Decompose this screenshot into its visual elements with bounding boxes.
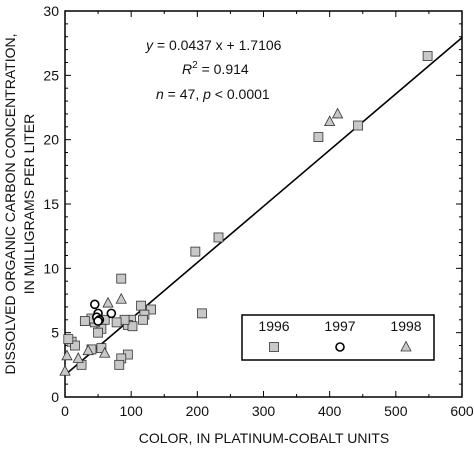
data-point-1996 bbox=[116, 273, 127, 284]
legend-label-1997: 1997 bbox=[324, 318, 355, 334]
data-point-1996 bbox=[190, 246, 201, 257]
data-point-1996 bbox=[138, 314, 148, 325]
data-point-1997 bbox=[89, 299, 100, 310]
data-point-1996 bbox=[146, 304, 156, 315]
x-tick-labels: 0 100 200 300 400 500 600 bbox=[61, 403, 474, 419]
y-tick-label: 30 bbox=[43, 3, 59, 19]
data-point-1996 bbox=[127, 321, 138, 332]
data-point-1996 bbox=[213, 232, 224, 243]
data-point-1998 bbox=[61, 349, 73, 361]
legend-label-1998: 1998 bbox=[390, 318, 421, 334]
data-point-1998 bbox=[324, 115, 336, 127]
y-tick-label: 25 bbox=[43, 67, 59, 83]
data-point-1998 bbox=[72, 352, 84, 363]
y-axis-label-line1: DISSOLVED ORGANIC CARBON CONCENTRATION, bbox=[2, 34, 18, 375]
data-point-1996 bbox=[422, 51, 433, 61]
legend-marker-1996 bbox=[269, 342, 279, 352]
data-point-1996 bbox=[114, 359, 125, 370]
data-point-1996 bbox=[197, 308, 207, 319]
x-tick-label: 500 bbox=[384, 403, 408, 419]
y-tick-label: 10 bbox=[43, 260, 59, 276]
x-tick-label: 600 bbox=[450, 403, 474, 419]
data-point-1996 bbox=[93, 327, 103, 338]
x-tick-label: 0 bbox=[61, 403, 69, 419]
data-point-1998 bbox=[99, 346, 111, 358]
data-point-1996 bbox=[96, 343, 107, 354]
data-point-1998 bbox=[82, 344, 94, 356]
y-tick-label: 15 bbox=[43, 196, 59, 212]
data-point-1998 bbox=[331, 107, 344, 119]
y-tick-labels: 0 5 10 15 20 25 30 bbox=[43, 3, 59, 405]
x-tick-label: 300 bbox=[252, 403, 276, 419]
data-point-1997 bbox=[106, 308, 117, 319]
data-point-1996 bbox=[353, 120, 364, 131]
x-axis-label: COLOR, IN PLATINUM-COBALT UNITS bbox=[139, 430, 389, 446]
legend-box bbox=[241, 314, 435, 361]
regression-equation: y = 0.0437 x + 1.7106 bbox=[145, 37, 282, 53]
y-tick-label: 20 bbox=[43, 132, 59, 148]
x-tick-label: 100 bbox=[119, 403, 143, 419]
legend: 1996 1997 1998 bbox=[241, 314, 435, 361]
legend-marker-1997 bbox=[335, 342, 345, 352]
axis-ticks bbox=[64, 10, 463, 398]
data-point-1996 bbox=[111, 317, 122, 328]
data-point-1996 bbox=[70, 340, 80, 351]
data-point-1996 bbox=[136, 300, 146, 311]
y-tick-label: 0 bbox=[51, 389, 59, 405]
data-point-1997 bbox=[93, 316, 103, 326]
data-point-1998 bbox=[102, 296, 114, 308]
data-point-1996 bbox=[313, 132, 324, 142]
r-squared: R2 = 0.914 bbox=[182, 60, 249, 77]
legend-marker-1998 bbox=[400, 340, 412, 352]
y-tick-label: 5 bbox=[51, 325, 59, 341]
x-tick-label: 400 bbox=[318, 403, 342, 419]
data-points bbox=[59, 51, 433, 376]
data-point-1998 bbox=[115, 292, 127, 304]
y-axis-label-line2: IN MILLIGRAMS PER LITER bbox=[21, 114, 37, 294]
sample-stats: n = 47, p < 0.0001 bbox=[156, 86, 270, 102]
data-point-1996 bbox=[79, 316, 90, 326]
data-point-1998 bbox=[59, 364, 71, 376]
legend-label-1996: 1996 bbox=[258, 318, 289, 334]
data-point-1996 bbox=[63, 334, 74, 345]
x-tick-label: 200 bbox=[186, 403, 210, 419]
